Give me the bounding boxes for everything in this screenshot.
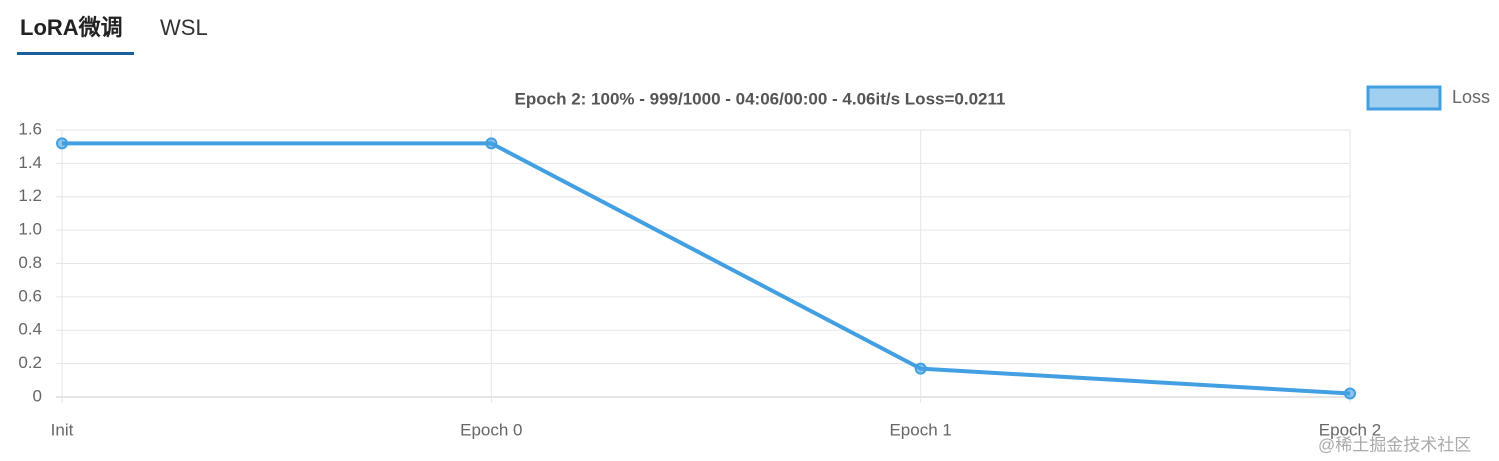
tab[interactable]: WSL	[160, 15, 208, 40]
legend-swatch	[1366, 85, 1442, 111]
y-tick-label: 0.4	[18, 320, 42, 339]
data-point	[485, 137, 498, 150]
y-tick-label: 1.0	[18, 220, 42, 239]
y-tick-label: 1.2	[18, 186, 42, 205]
y-tick-label: 1.4	[18, 153, 42, 172]
y-tick-label: 0.2	[18, 353, 42, 372]
tab[interactable]: LoRA微调	[20, 15, 123, 40]
watermark: @稀土掘金技术社区	[1318, 435, 1471, 454]
x-tick-label: Epoch 2	[1319, 420, 1381, 439]
data-point	[914, 362, 927, 375]
x-tick-label: Init	[51, 420, 74, 439]
x-tick-label: Epoch 1	[889, 420, 951, 439]
tab-underline	[17, 52, 134, 55]
data-point	[56, 137, 68, 150]
chart-title: Epoch 2: 100% - 999/1000 - 04:06/00:00 -…	[515, 89, 1006, 108]
y-tick-label: 0.6	[18, 286, 42, 305]
y-tick-label: 1.6	[18, 119, 42, 138]
x-tick-label: Epoch 0	[460, 420, 522, 439]
data-point	[1344, 387, 1356, 400]
series-line	[62, 141, 1351, 396]
legend-label: Loss	[1452, 87, 1490, 107]
y-tick-label: 0.8	[18, 253, 42, 272]
y-tick-label: 0	[33, 386, 42, 405]
